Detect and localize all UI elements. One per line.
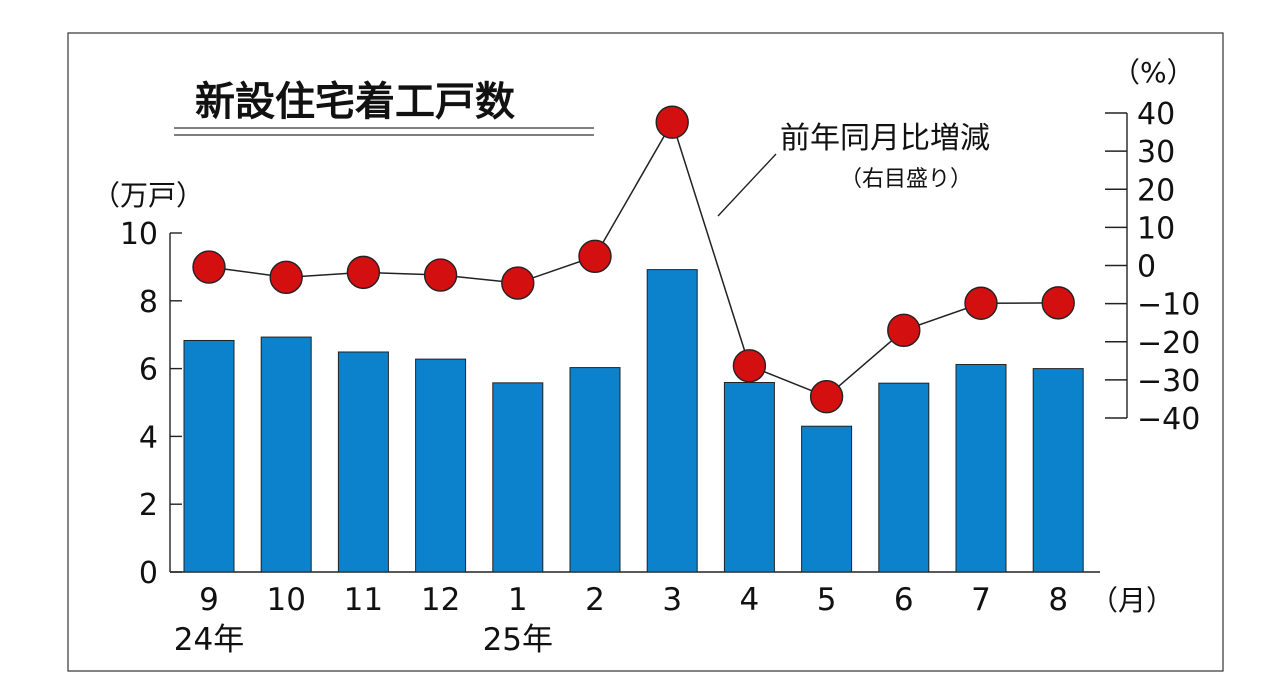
x-tick-label: 9: [199, 582, 219, 618]
x-tick-label: 12: [421, 582, 460, 618]
line-point-8: [1041, 286, 1075, 320]
line-series-note: （右目盛り）: [840, 167, 972, 192]
left-axis-tick-label: 2: [139, 488, 158, 523]
left-axis-tick-label: 6: [139, 353, 158, 388]
right-axis-tick-label: 10: [1137, 211, 1175, 246]
bar-9: [183, 339, 235, 573]
line-point-6: [887, 313, 921, 348]
right-axis-tick-label: 20: [1137, 173, 1175, 208]
bar-4: [723, 381, 775, 573]
x-tick-label: 4: [740, 582, 760, 618]
bar-1: [492, 382, 544, 573]
left-axis-tick-label: 10: [120, 217, 158, 252]
line-point-2: [578, 239, 612, 274]
x-tick-label: 6: [894, 582, 914, 618]
bar-8: [1032, 368, 1084, 573]
bar-11: [337, 351, 389, 573]
line-point-10: [269, 260, 303, 295]
line-point-11: [346, 255, 381, 290]
x-axis-unit: （月）: [1090, 584, 1174, 617]
line-series-path: [208, 120, 1059, 398]
x-tick-label: 2: [585, 582, 605, 618]
x-tick-label: 3: [662, 582, 682, 618]
right-axis-tick-label: −40: [1137, 402, 1200, 437]
line-point-12: [423, 258, 458, 292]
x-tick-label: 10: [266, 582, 305, 618]
x-tick-label: 8: [1048, 582, 1068, 618]
right-axis-tick-label: 40: [1137, 97, 1175, 132]
right-axis-tick-label: −30: [1137, 364, 1200, 399]
bar-2: [569, 367, 621, 573]
bar-7: [955, 364, 1007, 573]
right-axis-tick-label: 30: [1137, 135, 1175, 170]
year-label: 25年: [483, 622, 553, 658]
right-axis-tick-label: 0: [1137, 250, 1156, 285]
chart-frame: [67, 32, 1224, 672]
line-point-1: [501, 266, 535, 300]
right-axis-unit: （%）: [1112, 56, 1195, 89]
year-label: 24年: [174, 622, 244, 658]
x-tick-label: 1: [508, 582, 528, 618]
line-point-9: [192, 250, 226, 284]
left-axis-unit: （万戸）: [92, 179, 204, 212]
bar-5: [801, 425, 853, 573]
line-series-label: 前年同月比増減: [780, 121, 990, 156]
line-point-4: [732, 349, 767, 383]
chart-title: 新設住宅着工戸数: [195, 79, 515, 125]
right-axis-tick-label: −10: [1137, 288, 1200, 323]
left-axis-tick-label: 8: [139, 285, 158, 320]
bar-3: [646, 269, 698, 573]
bar-10: [260, 336, 312, 573]
line-point-7: [964, 286, 998, 320]
left-axis-tick-label: 4: [139, 420, 158, 455]
line-point-5: [809, 379, 844, 414]
right-axis-tick-label: −20: [1137, 326, 1200, 361]
x-tick-label: 5: [817, 582, 837, 618]
bar-6: [878, 382, 930, 573]
line-point-3: [655, 105, 689, 139]
line-series-leader: [717, 153, 777, 217]
left-axis-tick-label: 0: [139, 556, 158, 591]
x-tick-label: 11: [344, 582, 383, 618]
bar-12: [415, 358, 467, 573]
x-tick-label: 7: [971, 582, 991, 618]
